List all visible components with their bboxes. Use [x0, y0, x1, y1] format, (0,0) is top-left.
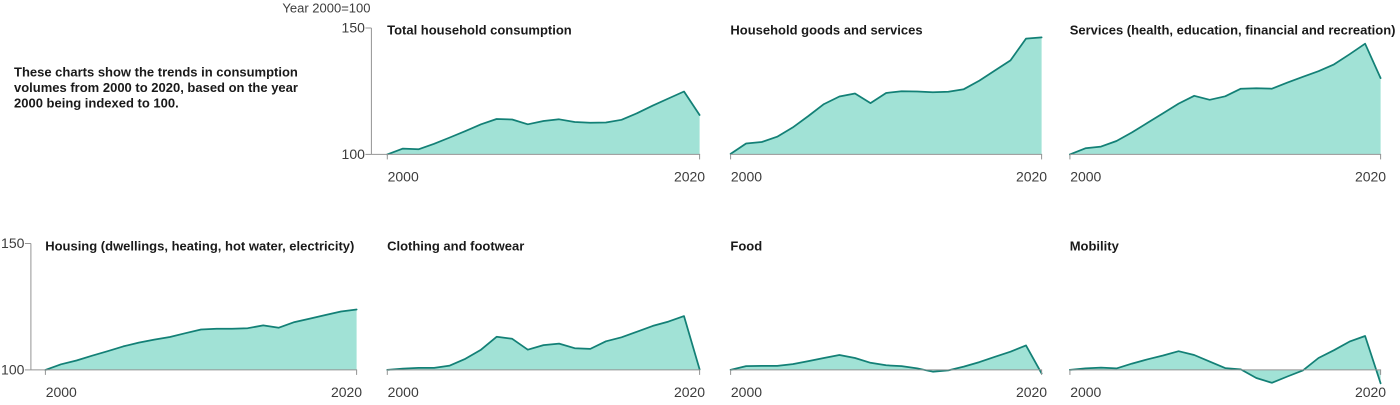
svg-text:2020: 2020 — [1016, 168, 1047, 184]
svg-text:Food: Food — [730, 239, 762, 254]
svg-text:2000 being indexed to 100.: 2000 being indexed to 100. — [14, 96, 179, 111]
svg-text:Total household consumption: Total household consumption — [387, 22, 572, 37]
svg-text:Year 2000=100: Year 2000=100 — [282, 1, 370, 16]
svg-text:150: 150 — [342, 20, 366, 36]
svg-text:2020: 2020 — [674, 384, 705, 400]
svg-text:2000: 2000 — [1070, 168, 1101, 184]
svg-text:volumes from 2000 to 2020, bas: volumes from 2000 to 2020, based on the … — [14, 80, 298, 95]
svg-text:Household goods and services: Household goods and services — [730, 22, 922, 37]
svg-text:2020: 2020 — [674, 168, 705, 184]
svg-text:2020: 2020 — [1355, 384, 1386, 400]
svg-text:2000: 2000 — [388, 168, 419, 184]
svg-text:Housing (dwellings, heating, h: Housing (dwellings, heating, hot water, … — [45, 239, 354, 254]
svg-text:2020: 2020 — [1016, 384, 1047, 400]
svg-text:150: 150 — [1, 235, 25, 251]
svg-text:2020: 2020 — [1355, 168, 1386, 184]
svg-text:2000: 2000 — [731, 384, 762, 400]
svg-text:Clothing and footwear: Clothing and footwear — [387, 239, 524, 254]
svg-text:Services (health, education, f: Services (health, education, financial a… — [1070, 22, 1396, 37]
svg-text:100: 100 — [342, 146, 366, 162]
svg-text:2000: 2000 — [46, 384, 77, 400]
svg-text:2000: 2000 — [731, 168, 762, 184]
svg-text:2000: 2000 — [388, 384, 419, 400]
svg-text:Mobility: Mobility — [1070, 239, 1120, 254]
svg-text:2000: 2000 — [1070, 384, 1101, 400]
svg-text:These charts show the trends i: These charts show the trends in consumpt… — [14, 64, 298, 79]
svg-text:2020: 2020 — [331, 384, 362, 400]
svg-text:100: 100 — [1, 362, 25, 378]
